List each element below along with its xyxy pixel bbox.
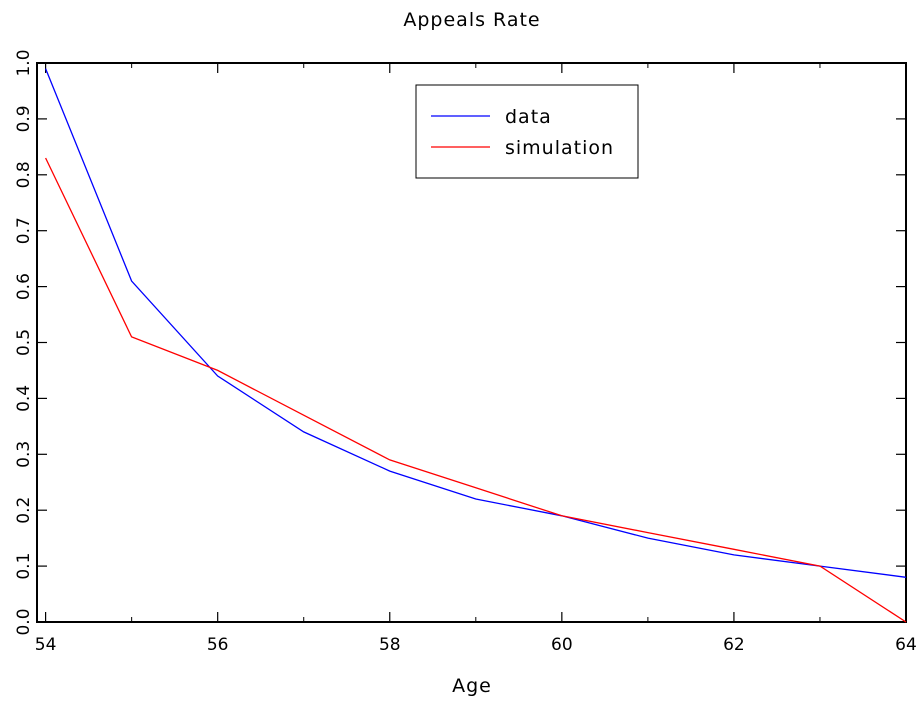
y-tick-label: 0.8 bbox=[14, 161, 34, 188]
y-tick-label: 0.0 bbox=[14, 608, 34, 635]
x-axis: 54 56 58 60 62 64 bbox=[35, 63, 917, 655]
legend-box bbox=[415, 84, 639, 179]
legend-label-data: data bbox=[505, 106, 552, 128]
x-tick-label: 62 bbox=[723, 635, 745, 655]
series-lines bbox=[44, 68, 907, 623]
x-tick-label: 60 bbox=[551, 635, 573, 655]
y-tick-label: 1.0 bbox=[14, 49, 34, 76]
y-tick-label: 0.4 bbox=[14, 385, 34, 412]
series-line-data bbox=[44, 68, 907, 578]
y-axis: 0.0 0.1 0.2 0.3 0.4 0.5 0.6 0.7 0.8 0.9 1.0 bbox=[14, 49, 906, 636]
y-tick-label: 0.1 bbox=[14, 553, 34, 580]
x-tick-label: 54 bbox=[35, 635, 57, 655]
legend: data simulation bbox=[415, 84, 639, 179]
x-tick-label: 58 bbox=[379, 635, 401, 655]
series-line-simulation bbox=[45, 157, 907, 623]
x-axis-label: Age bbox=[452, 675, 492, 697]
y-tick-label: 0.9 bbox=[14, 105, 34, 132]
y-tick-label: 0.7 bbox=[14, 217, 34, 244]
chart-title: Appeals Rate bbox=[403, 9, 540, 31]
y-tick-label: 0.2 bbox=[14, 497, 34, 524]
y-tick-label: 0.5 bbox=[14, 329, 34, 356]
y-tick-label: 0.6 bbox=[14, 273, 34, 300]
legend-label-simulation: simulation bbox=[505, 137, 614, 159]
y-tick-label: 0.3 bbox=[14, 441, 34, 468]
x-tick-label: 56 bbox=[207, 635, 229, 655]
x-tick-label: 64 bbox=[895, 635, 917, 655]
